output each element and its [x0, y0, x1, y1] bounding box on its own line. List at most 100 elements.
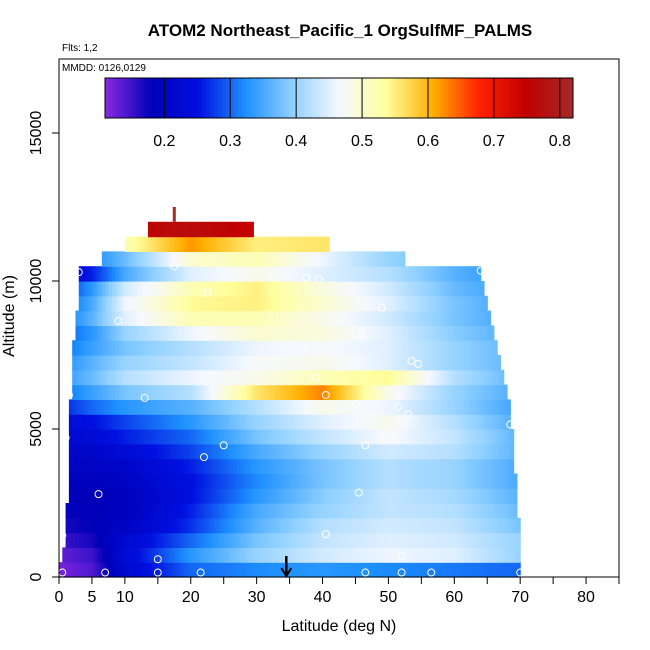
heatmap-cell: [470, 458, 475, 474]
heatmap-cell: [395, 429, 399, 445]
heatmap-cell: [431, 355, 436, 371]
heatmap-cell: [121, 488, 126, 504]
heatmap-cell: [98, 281, 103, 297]
heatmap-cell: [477, 443, 482, 460]
heatmap-cell: [167, 414, 172, 430]
observation-point: [404, 410, 413, 419]
heatmap-cell: [184, 399, 189, 415]
heatmap-cell: [352, 547, 357, 563]
heatmap-cell: [319, 547, 324, 563]
heatmap-cell: [240, 251, 245, 267]
heatmap-cell: [487, 325, 492, 341]
heatmap-cell: [441, 281, 446, 297]
heatmap-cell: [381, 503, 386, 519]
heatmap-cell: [358, 503, 363, 519]
heatmap-cell: [414, 517, 419, 534]
heatmap-cell: [306, 399, 310, 415]
heatmap-cell: [230, 295, 235, 312]
heatmap-cell: [273, 384, 278, 400]
heatmap-cell: [365, 443, 370, 460]
heatmap-cell: [408, 517, 413, 534]
heatmap-cell: [157, 458, 162, 474]
heatmap-cell: [200, 266, 205, 282]
heatmap-cell: [111, 325, 116, 341]
heatmap-cell: [398, 295, 403, 312]
heatmap-cell: [454, 266, 459, 282]
heatmap-cell: [250, 399, 254, 415]
heatmap-cell: [118, 429, 123, 445]
heatmap-cell: [210, 236, 215, 252]
heatmap-cell: [134, 443, 139, 460]
heatmap-cell: [309, 266, 314, 282]
heatmap-layer: [68, 443, 515, 460]
heatmap-cell: [184, 251, 189, 267]
heatmap-cell: [124, 295, 129, 312]
heatmap-cell: [454, 310, 459, 326]
heatmap-cell: [329, 310, 334, 326]
heatmap-cell: [121, 414, 126, 430]
heatmap-cell: [342, 562, 347, 578]
heatmap-cell: [177, 369, 182, 386]
heatmap-cell: [250, 384, 254, 400]
heatmap-cell: [210, 295, 215, 312]
heatmap-cell: [375, 295, 380, 312]
heatmap-cell: [507, 532, 511, 548]
heatmap-cell: [381, 458, 386, 474]
heatmap-cell: [75, 458, 80, 474]
heatmap-cell: [335, 473, 340, 489]
heatmap-cell: [256, 547, 261, 563]
heatmap-cell: [352, 266, 357, 282]
heatmap-cell: [78, 443, 83, 460]
heatmap-cell: [256, 399, 261, 415]
heatmap-cell: [98, 399, 103, 415]
heatmap-cell: [467, 325, 472, 341]
heatmap-cell: [250, 281, 254, 297]
heatmap-cell: [427, 310, 432, 326]
observation-point: [315, 275, 324, 284]
heatmap-cell: [190, 340, 195, 356]
heatmap-cell: [131, 532, 136, 548]
observation-point: [321, 390, 330, 399]
heatmap-cell: [414, 310, 419, 326]
heatmap-cell: [358, 251, 363, 267]
y-tick-label: 5000: [28, 411, 45, 447]
heatmap-cell: [190, 266, 195, 282]
heatmap-cell: [250, 236, 254, 252]
heatmap-cell: [190, 414, 195, 430]
colorbar-segment: [413, 78, 418, 118]
heatmap-cell: [332, 458, 337, 474]
heatmap-cell: [91, 503, 96, 519]
heatmap-cell: [279, 310, 284, 326]
heatmap-cell: [210, 562, 215, 578]
heatmap-cell: [174, 562, 179, 578]
heatmap-cell: [289, 503, 294, 519]
heatmap-cell: [68, 562, 73, 578]
heatmap-cell: [105, 355, 110, 371]
heatmap-cell: [171, 547, 175, 563]
heatmap-cell: [283, 488, 287, 504]
heatmap-cell: [457, 429, 462, 445]
heatmap-cell: [493, 384, 498, 400]
heatmap-cell: [243, 325, 248, 341]
heatmap-cell: [444, 281, 449, 297]
heatmap-cell: [418, 384, 422, 400]
heatmap-cell: [75, 547, 80, 563]
heatmap-cell: [273, 236, 278, 252]
heatmap-cell: [68, 443, 73, 460]
heatmap-cell: [358, 340, 363, 356]
heatmap-cell: [289, 532, 294, 548]
heatmap-cell: [210, 399, 215, 415]
heatmap-cell: [365, 295, 370, 312]
heatmap-cell: [289, 458, 294, 474]
heatmap-cell: [483, 443, 488, 460]
heatmap-cell: [411, 517, 416, 534]
heatmap-cell: [151, 399, 156, 415]
heatmap-cell: [78, 295, 83, 312]
heatmap-cell: [411, 369, 416, 386]
heatmap-cell: [124, 340, 129, 356]
heatmap-cell: [207, 532, 212, 548]
observation-point: [114, 316, 123, 325]
heatmap-cell: [283, 251, 287, 267]
heatmap-cell: [108, 414, 113, 430]
heatmap-cell: [98, 562, 103, 578]
